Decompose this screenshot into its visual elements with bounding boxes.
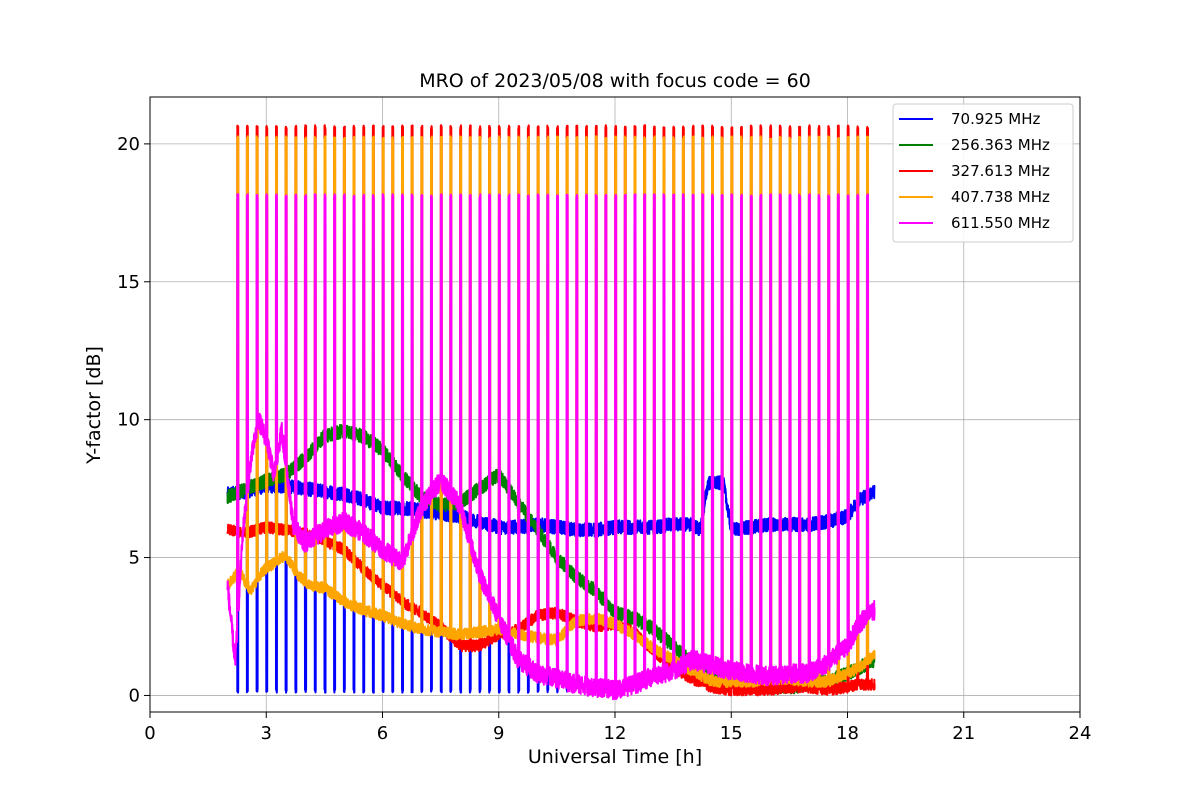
- x-tick-label-18: 18: [836, 723, 859, 744]
- x-tick-label-0: 0: [144, 723, 155, 744]
- x-tick-label-24: 24: [1069, 723, 1092, 744]
- y-tick-label-5: 5: [129, 548, 140, 569]
- x-tick-label-21: 21: [952, 723, 975, 744]
- legend-label-611_550-mhz: 611.550 MHz: [951, 214, 1050, 232]
- series-group: [226, 124, 876, 701]
- x-axis-label: Universal Time [h]: [528, 746, 702, 768]
- y-tick-label-15: 15: [117, 272, 140, 293]
- legend-box: [892, 103, 1074, 243]
- y-tick-label-0: 0: [129, 685, 140, 706]
- x-tick-label-6: 6: [377, 723, 388, 744]
- x-tick-label-15: 15: [720, 723, 743, 744]
- y-tick-label-20: 20: [117, 134, 140, 155]
- plot-area: 0 3 6 9 12 15 18 21 24 0 5 10 15 20: [117, 96, 1091, 744]
- legend-label-327_613-mhz: 327.613 MHz: [951, 162, 1050, 180]
- x-tick-label-12: 12: [604, 723, 627, 744]
- legend-label-407_738-mhz: 407.738 MHz: [951, 188, 1050, 206]
- x-tick-label-3: 3: [261, 723, 272, 744]
- series-line-611_550-mhz: [226, 193, 876, 701]
- y-axis-label: Y-factor [dB]: [83, 346, 105, 465]
- axis-ticks: 0 3 6 9 12 15 18 21 24 0 5 10 15 20: [117, 134, 1091, 744]
- chart-title: MRO of 2023/05/08 with focus code = 60: [419, 70, 811, 92]
- legend: 70.925 MHz 256.363 MHz 327.613 MHz 407.738 …: [892, 103, 1074, 243]
- y-tick-label-10: 10: [117, 410, 140, 431]
- x-tick-label-9: 9: [493, 723, 504, 744]
- legend-label-256_363-mhz: 256.363 MHz: [951, 136, 1050, 154]
- legend-label-70_925-mhz: 70.925 MHz: [951, 110, 1040, 128]
